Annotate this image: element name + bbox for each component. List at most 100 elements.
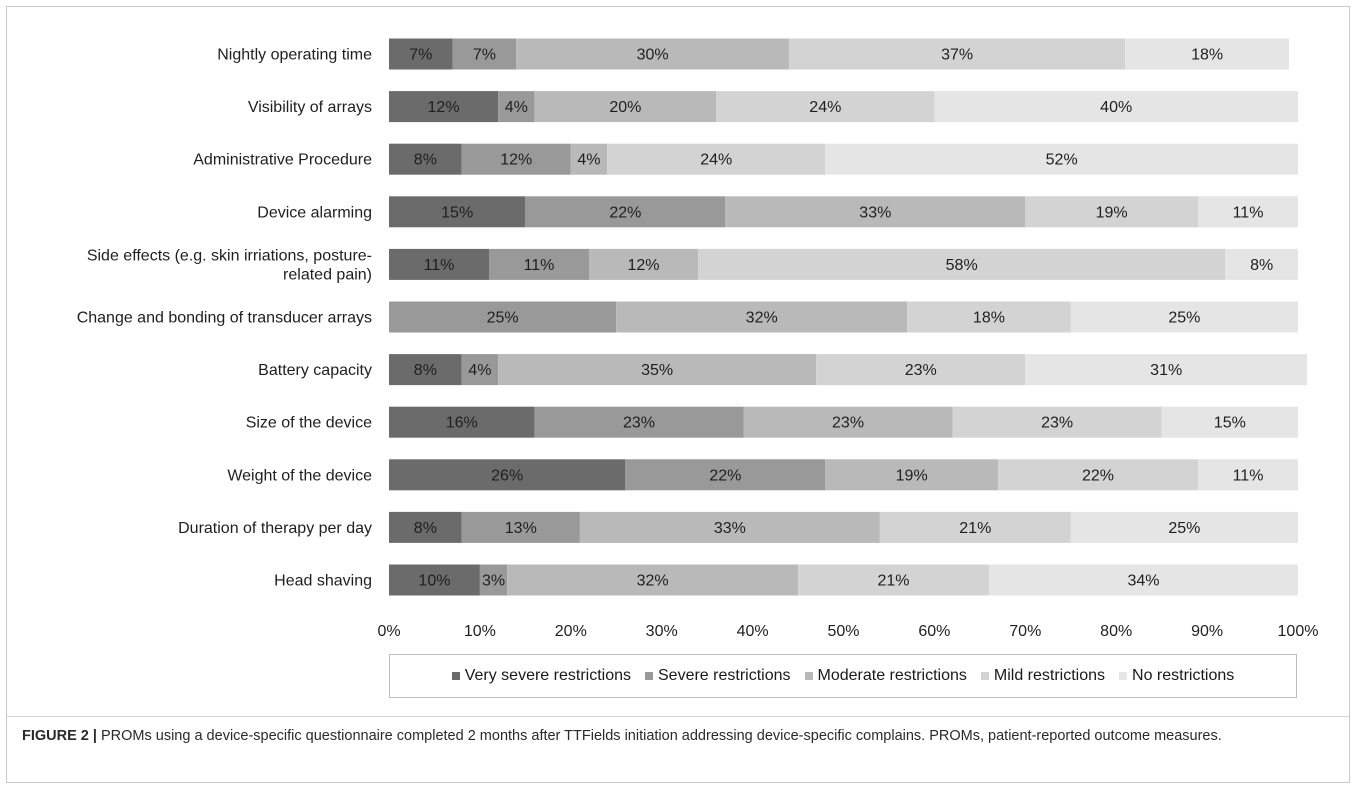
bars-layer: 7% 7% 30% 37% 18% 12% 4% 20% 24% 40% 8% 12% 4% 24% 52%… [389,38,1308,596]
bar-segment [1025,196,1199,228]
segment-value-label: 19% [896,467,928,484]
segment-value-label: 25% [1168,310,1200,327]
segment-value-label: 40% [1100,99,1132,116]
bar-segment [507,564,799,596]
segment-value-label: 33% [714,520,746,537]
x-tick-label: 50% [827,623,859,640]
category-labels: Nightly operating time Visibility of arra… [77,47,372,590]
legend-item: Severe restrictions [645,667,791,685]
category-label: Device alarming [257,204,372,221]
bar-segment [879,511,1071,543]
bar-segment [907,301,1071,333]
legend-swatch [1119,672,1128,680]
segment-value-label: 12% [628,257,660,274]
category-label: Head shaving [274,573,372,590]
segment-value-label: 58% [946,257,978,274]
segment-value-label: 34% [1127,573,1159,590]
segment-value-label: 18% [1191,47,1223,64]
x-axis-ticks: 0% 10% 20% 30% 40% 50% 60% 70% 80% 90% 100% [377,623,1318,640]
bar-segment [998,459,1199,491]
segment-value-label: 37% [941,47,973,64]
segment-value-label: 15% [1214,415,1246,432]
segment-value-label: 23% [905,362,937,379]
bar-segment [1125,38,1289,70]
category-label: Duration of therapy per day [178,520,372,537]
legend-label: No restrictions [1132,667,1235,684]
legend-swatch [804,672,813,680]
segment-value-label: 15% [441,204,473,221]
segment-value-label: 22% [609,204,641,221]
segment-value-label: 25% [1168,520,1200,537]
x-tick-label: 10% [464,623,496,640]
legend-label: Severe restrictions [658,667,791,684]
legend-swatch [645,672,653,680]
bar-segment [607,143,826,175]
bar-segment [389,143,462,175]
legend-item: No restrictions [1119,667,1234,685]
bar-segment [788,38,1126,70]
bar-segment [461,354,499,386]
bar-segment [498,354,817,386]
caption-text: PROMs using a device-specific questionna… [96,728,1222,744]
segment-value-label: 32% [746,310,778,327]
segment-value-label: 23% [623,415,655,432]
x-tick-label: 40% [737,623,769,640]
bar-segment [1070,301,1298,333]
bar-segment [389,91,499,123]
category-label: Battery capacity [258,362,372,379]
segment-value-label: 11% [524,257,555,274]
category-label: Change and bonding of transducer arrays [77,310,372,327]
segment-value-label: 11% [1233,467,1264,484]
bar-segment [389,301,617,333]
segment-value-label: 3% [482,573,505,590]
bar-segment [488,248,589,280]
segment-value-label: 32% [637,573,669,590]
bar-segment [1198,196,1298,228]
segment-value-label: 25% [487,310,519,327]
segment-value-label: 26% [491,467,523,484]
category-label: Nightly operating time [217,47,372,64]
segment-value-label: 8% [414,152,437,169]
x-tick-label: 70% [1009,623,1041,640]
legend-swatch [980,672,989,680]
category-label: Visibility of arrays [248,99,372,116]
bar-segment [389,459,626,491]
legend-item: Very severe restrictions [451,667,631,685]
bar-segment [389,406,535,438]
segment-value-label: 4% [505,99,528,116]
bar-segment [1161,406,1298,438]
segment-value-label: 16% [446,415,478,432]
legend-label: Moderate restrictions [817,667,967,684]
x-tick-label: 100% [1278,623,1319,640]
bar-segment [616,301,908,333]
segment-value-label: 20% [609,99,641,116]
bar-segment [389,354,462,386]
bar-segment [716,91,935,123]
segment-value-label: 33% [859,204,891,221]
category-label: Weight of the device [227,467,372,484]
bar-segment [988,564,1298,596]
bar-segment [1198,459,1298,491]
segment-value-label: 22% [1082,467,1114,484]
bar-segment [389,564,480,596]
segment-value-label: 4% [577,152,600,169]
bar-segment [625,459,826,491]
bar-segment [588,248,699,280]
segment-value-label: 31% [1150,362,1182,379]
segment-value-label: 12% [500,152,532,169]
legend-label: Very severe restrictions [464,667,631,684]
bar-segment [452,38,517,70]
segment-value-label: 8% [1250,257,1273,274]
bar-segment [952,406,1162,438]
legend: Very severe restrictions Severe restricti… [389,654,1297,698]
bar-segment [461,143,571,175]
bar-segment [516,38,789,70]
legend-item: Moderate restrictions [804,667,967,685]
segment-value-label: 21% [959,520,991,537]
segment-value-label: 35% [641,362,673,379]
segment-value-label: 8% [414,362,437,379]
segment-value-label: 12% [428,99,460,116]
bar-segment [389,511,462,543]
segment-value-label: 30% [637,47,669,64]
bar-segment [534,91,717,123]
